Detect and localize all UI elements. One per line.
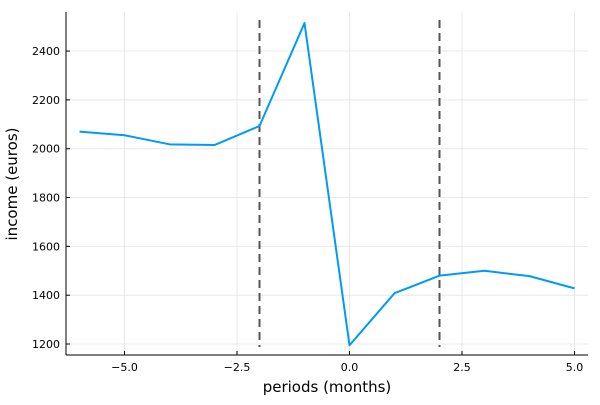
y-tick-label: 1400 bbox=[32, 289, 60, 302]
y-tick-label: 2200 bbox=[32, 94, 60, 107]
y-tick-label: 1600 bbox=[32, 240, 60, 253]
axis-layer: −5.0 −2.5 0.0 2.5 5.0 1200 1400 1600 1800 2000 220… bbox=[32, 12, 588, 374]
series-layer bbox=[79, 21, 575, 347]
x-tick-label: 0.0 bbox=[341, 361, 359, 374]
x-tick-label: −2.5 bbox=[224, 361, 251, 374]
series-line bbox=[79, 21, 575, 347]
x-tick-label: −5.0 bbox=[111, 361, 138, 374]
x-tick-label: 2.5 bbox=[453, 361, 471, 374]
label-layer: periods (months) income (euros) bbox=[3, 128, 391, 396]
x-tick-label: 5.0 bbox=[566, 361, 584, 374]
grid-layer bbox=[66, 12, 588, 355]
y-tick-label: 1800 bbox=[32, 192, 60, 205]
x-axis-title: periods (months) bbox=[263, 378, 392, 396]
y-tick-label: 2000 bbox=[32, 143, 60, 156]
y-axis-title: income (euros) bbox=[3, 128, 21, 241]
vline-layer bbox=[258, 20, 441, 347]
y-tick-label: 2400 bbox=[32, 45, 60, 58]
y-tick-label: 1200 bbox=[32, 338, 60, 351]
